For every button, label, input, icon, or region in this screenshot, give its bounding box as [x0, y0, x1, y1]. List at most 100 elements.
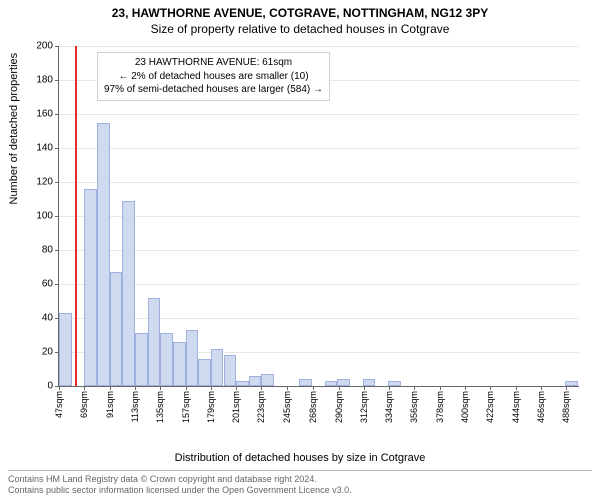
histogram-bar: [363, 379, 376, 386]
gridline: [59, 284, 579, 285]
info-box-line: 23 HAWTHORNE AVENUE: 61sqm: [104, 56, 323, 70]
x-tick-mark: [440, 386, 441, 390]
x-tick-label: 422sqm: [485, 391, 495, 423]
info-box: 23 HAWTHORNE AVENUE: 61sqm← 2% of detach…: [97, 52, 330, 101]
x-tick-mark: [84, 386, 85, 390]
x-tick-label: 268sqm: [308, 391, 318, 423]
x-tick-label: 91sqm: [105, 391, 115, 418]
x-tick-mark: [490, 386, 491, 390]
y-tick-label: 160: [36, 109, 53, 120]
histogram-bar: [173, 342, 186, 386]
histogram-bar: [135, 333, 148, 386]
x-tick-label: 201sqm: [231, 391, 241, 423]
y-tick-label: 140: [36, 143, 53, 154]
histogram-bar: [224, 355, 237, 386]
histogram-bar: [84, 189, 97, 386]
histogram-bar: [236, 381, 249, 386]
x-tick-mark: [313, 386, 314, 390]
chart-title-sub: Size of property relative to detached ho…: [0, 20, 600, 40]
gridline: [59, 250, 579, 251]
x-tick-label: 312sqm: [359, 391, 369, 423]
x-tick-mark: [414, 386, 415, 390]
y-tick-label: 120: [36, 177, 53, 188]
footer-line-1: Contains HM Land Registry data © Crown c…: [8, 474, 592, 485]
x-tick-label: 290sqm: [334, 391, 344, 423]
x-tick-label: 356sqm: [409, 391, 419, 423]
x-tick-label: 157sqm: [181, 391, 191, 423]
y-tick-label: 200: [36, 41, 53, 52]
histogram-bar: [160, 333, 173, 386]
histogram-bar: [261, 374, 274, 386]
gridline: [59, 148, 579, 149]
y-tick-label: 0: [47, 381, 53, 392]
gridline: [59, 182, 579, 183]
histogram-bar: [249, 376, 262, 386]
x-tick-mark: [211, 386, 212, 390]
y-tick-label: 100: [36, 211, 53, 222]
x-tick-mark: [566, 386, 567, 390]
x-tick-mark: [364, 386, 365, 390]
y-tick-label: 40: [42, 313, 53, 324]
y-tick-label: 80: [42, 245, 53, 256]
x-tick-mark: [339, 386, 340, 390]
chart-title-main: 23, HAWTHORNE AVENUE, COTGRAVE, NOTTINGH…: [0, 0, 600, 20]
info-box-line: 97% of semi-detached houses are larger (…: [104, 83, 323, 97]
x-tick-label: 444sqm: [511, 391, 521, 423]
x-tick-mark: [160, 386, 161, 390]
x-tick-label: 400sqm: [460, 391, 470, 423]
y-tick-mark: [55, 284, 59, 285]
x-tick-label: 113sqm: [130, 391, 140, 422]
x-tick-mark: [236, 386, 237, 390]
y-tick-label: 60: [42, 279, 53, 290]
y-tick-mark: [55, 80, 59, 81]
histogram-bar: [97, 123, 110, 387]
chart-footer: Contains HM Land Registry data © Crown c…: [8, 470, 592, 497]
x-tick-mark: [465, 386, 466, 390]
x-tick-mark: [110, 386, 111, 390]
histogram-bar: [110, 272, 123, 386]
y-tick-mark: [55, 182, 59, 183]
x-tick-label: 223sqm: [256, 391, 266, 423]
x-tick-label: 135sqm: [155, 391, 165, 423]
histogram-bar: [211, 349, 224, 386]
x-tick-label: 488sqm: [561, 391, 571, 423]
x-tick-mark: [516, 386, 517, 390]
x-tick-mark: [389, 386, 390, 390]
histogram-bar: [186, 330, 199, 386]
y-tick-mark: [55, 46, 59, 47]
x-tick-mark: [541, 386, 542, 390]
x-axis-label: Distribution of detached houses by size …: [0, 452, 600, 464]
info-box-line: ← 2% of detached houses are smaller (10): [104, 70, 323, 84]
x-tick-mark: [287, 386, 288, 390]
x-tick-label: 378sqm: [435, 391, 445, 423]
y-tick-label: 180: [36, 75, 53, 86]
gridline: [59, 114, 579, 115]
histogram-bar: [122, 201, 135, 386]
gridline: [59, 318, 579, 319]
y-axis-label: Number of detached properties: [8, 53, 20, 205]
x-tick-mark: [261, 386, 262, 390]
y-tick-mark: [55, 250, 59, 251]
x-tick-mark: [59, 386, 60, 390]
x-tick-mark: [186, 386, 187, 390]
x-tick-label: 245sqm: [282, 391, 292, 423]
marker-line: [75, 46, 77, 386]
plot-area: 02040608010012014016018020047sqm69sqm91s…: [58, 46, 579, 387]
y-tick-mark: [55, 216, 59, 217]
y-tick-label: 20: [42, 347, 53, 358]
histogram-bar: [337, 379, 350, 386]
gridline: [59, 46, 579, 47]
histogram-bar: [59, 313, 72, 386]
x-tick-label: 179sqm: [206, 391, 216, 423]
histogram-bar: [325, 381, 338, 386]
y-tick-mark: [55, 114, 59, 115]
x-tick-label: 334sqm: [384, 391, 394, 423]
histogram-bar: [299, 379, 312, 386]
x-tick-label: 69sqm: [79, 391, 89, 418]
histogram-bar: [198, 359, 211, 386]
footer-line-2: Contains public sector information licen…: [8, 485, 592, 496]
histogram-bar: [148, 298, 161, 386]
chart-container: 23, HAWTHORNE AVENUE, COTGRAVE, NOTTINGH…: [0, 0, 600, 500]
x-tick-label: 47sqm: [54, 391, 64, 418]
x-tick-mark: [135, 386, 136, 390]
